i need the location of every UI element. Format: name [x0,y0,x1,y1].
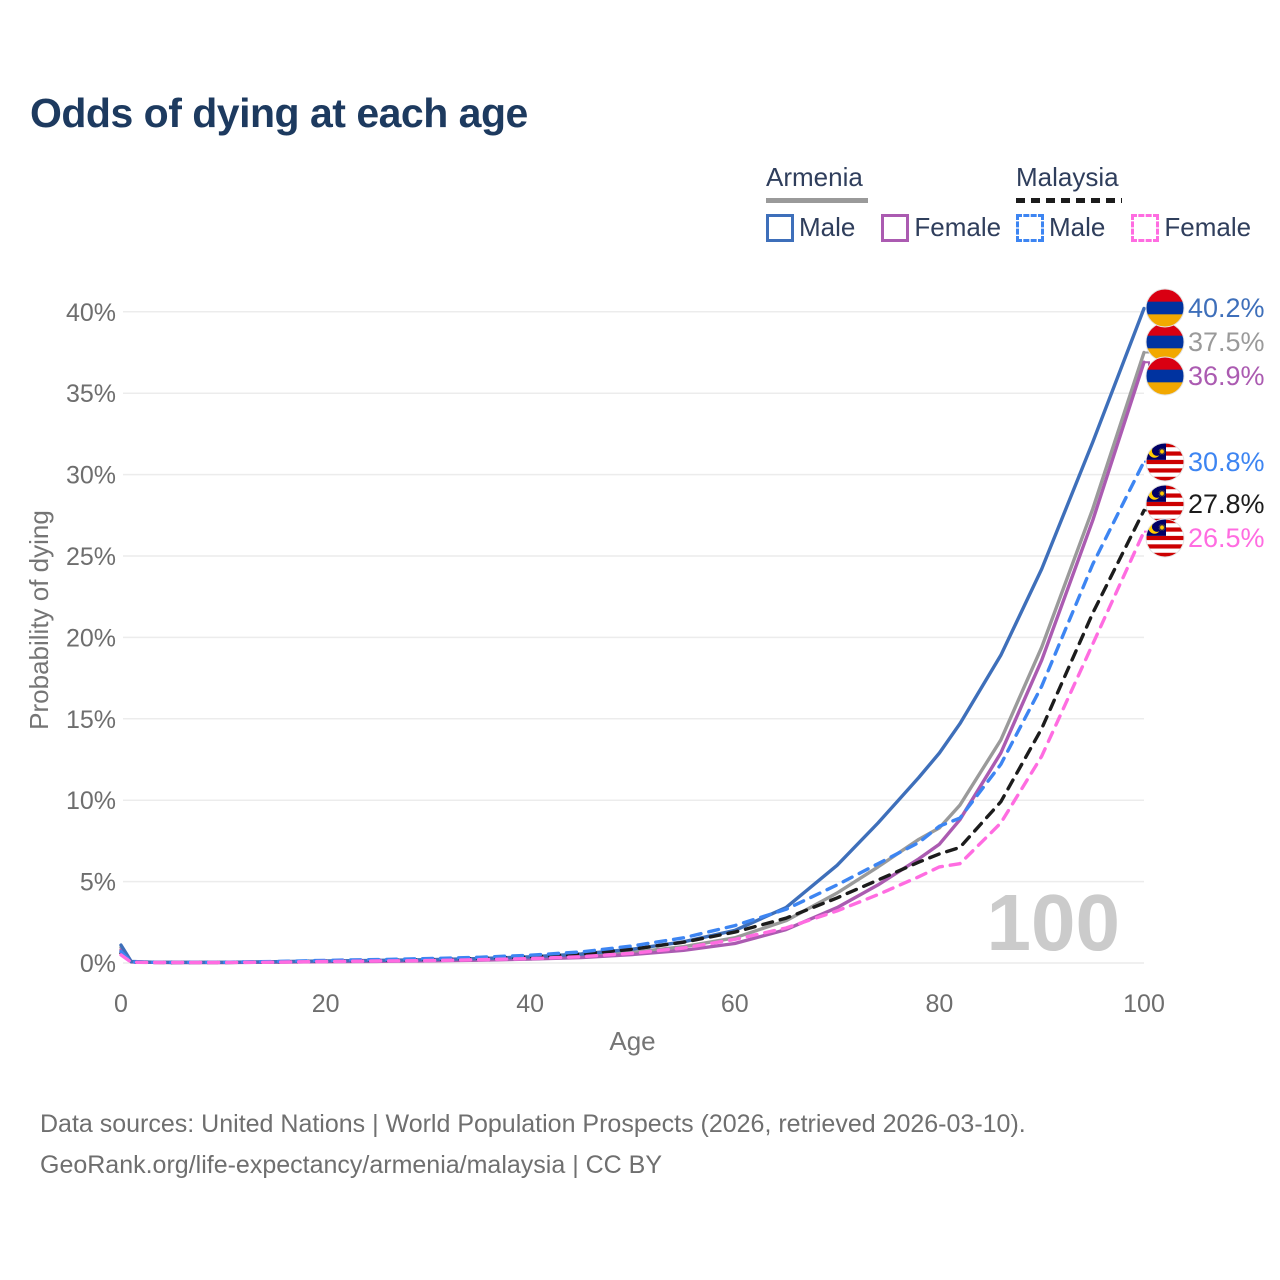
end-label-malaysia-female: 26.5% [1145,518,1265,558]
end-value-armenia-total: 37.5% [1188,327,1265,357]
legend-country-armenia[interactable]: Armenia [766,162,863,192]
y-tick-label-15: 15% [66,706,116,734]
y-axis-title: Probability of dying [24,510,54,730]
footer: Data sources: United Nations | World Pop… [40,1104,1026,1186]
y-tick-label-10: 10% [66,787,116,815]
x-tick-label-60: 60 [721,990,749,1018]
armenia-male-swatch-icon [766,213,794,242]
malaysia-line-style-sample [1016,198,1122,203]
legend-label-malaysia-female: Female [1164,212,1252,242]
end-value-armenia-male: 40.2% [1188,293,1265,323]
end-label-malaysia-total: 27.8% [1145,484,1265,524]
age-counter-watermark: 100 [987,878,1120,967]
y-tick-label-35: 35% [66,380,116,408]
end-value-malaysia-male: 30.8% [1188,447,1265,477]
legend: Armenia Male Female Malaysia [0,162,1280,242]
data-sources-text: Data sources: United Nations | World Pop… [40,1110,1026,1138]
armenia-flag-icon [1145,288,1185,328]
legend-country-malaysia[interactable]: Malaysia [1016,162,1119,192]
y-tick-label-30: 30% [66,462,116,490]
legend-label-armenia-female: Female [914,212,1002,242]
attribution-text: GeoRank.org/life-expectancy/armenia/mala… [40,1151,663,1179]
series-line-armenia-total [119,350,1146,965]
legend-item-armenia-male[interactable]: Male [766,212,855,243]
page-title: Odds of dying at each age [30,90,528,136]
legend-item-malaysia-male[interactable]: Male [1016,212,1105,243]
end-label-armenia-female: 36.9% [1145,356,1265,396]
legend-item-armenia-female[interactable]: Female [881,212,1001,243]
y-tick-label-25: 25% [66,543,116,571]
x-tick-label-80: 80 [925,990,953,1018]
armenia-flag-icon [1145,322,1185,362]
x-tick-label-40: 40 [516,990,544,1018]
legend-group-armenia: Armenia Male Female [766,162,1001,243]
end-label-malaysia-male: 30.8% [1145,442,1265,482]
end-label-armenia-total: 37.5% [1145,322,1265,362]
series-line-malaysia-total [119,508,1146,965]
armenia-line-style-sample [766,198,868,203]
legend-label-malaysia-male: Male [1049,212,1106,242]
legend-item-malaysia-female[interactable]: Female [1131,212,1251,243]
legend-group-malaysia: Malaysia Male Female [1016,162,1251,243]
x-tick-label-20: 20 [312,990,340,1018]
x-tick-label-0: 0 [114,990,128,1018]
end-value-malaysia-female: 26.5% [1188,523,1265,553]
malaysia-flag-icon [1145,484,1185,524]
malaysia-flag-icon [1145,442,1185,482]
malaysia-male-swatch-icon [1016,213,1044,242]
series-line-malaysia-male [119,459,1146,965]
x-axis-title: Age [609,1026,655,1056]
end-label-armenia-male: 40.2% [1145,288,1265,328]
y-tick-label-5: 5% [80,869,116,897]
armenia-flag-icon [1145,356,1185,396]
malaysia-female-swatch-icon [1131,213,1160,242]
x-tick-label-100: 100 [1123,990,1165,1018]
series-line-malaysia-female [119,529,1146,965]
y-tick-label-0: 0% [80,950,116,978]
armenia-female-swatch-icon [881,213,910,242]
end-value-malaysia-total: 27.8% [1188,489,1265,519]
y-tick-label-40: 40% [66,299,116,327]
series-line-armenia-male [119,306,1146,964]
y-tick-label-20: 20% [66,624,116,652]
malaysia-flag-icon [1145,518,1185,558]
series-line-armenia-female [119,360,1146,965]
legend-label-armenia-male: Male [799,212,856,242]
end-value-armenia-female: 36.9% [1188,361,1265,391]
